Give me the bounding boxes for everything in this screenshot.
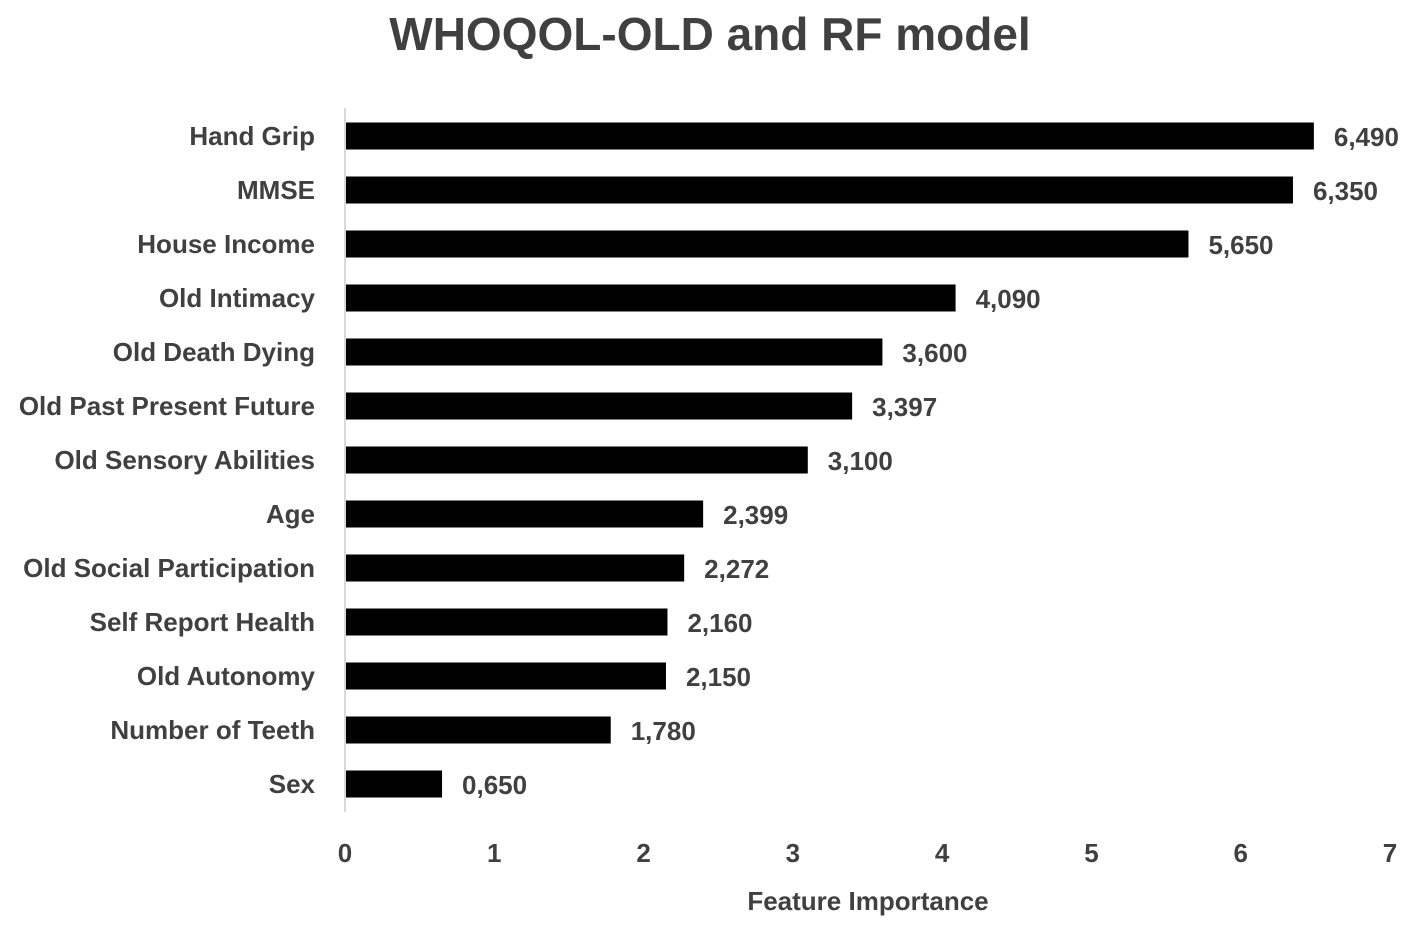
value-label: 1,780 xyxy=(631,716,696,746)
value-label: 3,100 xyxy=(828,446,893,476)
category-label: Old Past Present Future xyxy=(19,391,315,421)
bar xyxy=(346,122,1314,150)
value-label: 2,160 xyxy=(687,608,752,638)
category-label: Hand Grip xyxy=(189,121,315,151)
value-label: 0,650 xyxy=(462,770,527,800)
value-label: 4,090 xyxy=(976,284,1041,314)
x-tick-label: 2 xyxy=(636,838,650,868)
value-labels: 6,490 6,350 5,650 4,090 3,600 3,397 3,100 2,399… xyxy=(462,122,1399,800)
bars-group xyxy=(346,122,1314,798)
value-label: 3,397 xyxy=(872,392,937,422)
x-tick-label: 5 xyxy=(1084,838,1098,868)
x-tick-label: 7 xyxy=(1383,838,1397,868)
bar xyxy=(346,662,666,690)
x-tick-label: 1 xyxy=(487,838,501,868)
category-label: Old Autonomy xyxy=(137,661,316,691)
x-tick-label: 0 xyxy=(338,838,352,868)
category-labels: Hand Grip MMSE House Income Old Intimacy Old… xyxy=(19,121,316,799)
bar xyxy=(346,338,883,366)
bar xyxy=(346,392,853,420)
category-label: House Income xyxy=(137,229,315,259)
category-label: Sex xyxy=(269,769,316,799)
bar xyxy=(346,446,808,474)
bar xyxy=(346,608,668,636)
value-label: 2,272 xyxy=(704,554,769,584)
bar xyxy=(346,500,704,528)
value-label: 2,150 xyxy=(686,662,751,692)
x-tick-label: 4 xyxy=(935,838,950,868)
category-label: Self Report Health xyxy=(90,607,315,637)
x-tick-label: 3 xyxy=(786,838,800,868)
value-label: 5,650 xyxy=(1208,230,1273,260)
value-label: 6,490 xyxy=(1334,122,1399,152)
category-label: Old Death Dying xyxy=(113,337,315,367)
category-label: Old Intimacy xyxy=(159,283,316,313)
value-label: 3,600 xyxy=(902,338,967,368)
category-label: Age xyxy=(266,499,315,529)
chart-title: WHOQOL-OLD and RF model xyxy=(389,8,1030,60)
x-tick-label: 6 xyxy=(1233,838,1247,868)
bar xyxy=(346,230,1189,258)
value-label: 2,399 xyxy=(723,500,788,530)
bar xyxy=(346,554,685,582)
category-label: Number of Teeth xyxy=(110,715,315,745)
bar xyxy=(346,176,1293,204)
bar xyxy=(346,284,956,312)
bar xyxy=(346,770,443,798)
bar xyxy=(346,716,611,744)
category-label: Old Social Participation xyxy=(23,553,315,583)
category-label: Old Sensory Abilities xyxy=(54,445,315,475)
value-label: 6,350 xyxy=(1313,176,1378,206)
x-axis-ticks: 0 1 2 3 4 5 6 7 xyxy=(338,838,1397,868)
category-label: MMSE xyxy=(237,175,315,205)
x-axis-title: Feature Importance xyxy=(747,886,988,916)
